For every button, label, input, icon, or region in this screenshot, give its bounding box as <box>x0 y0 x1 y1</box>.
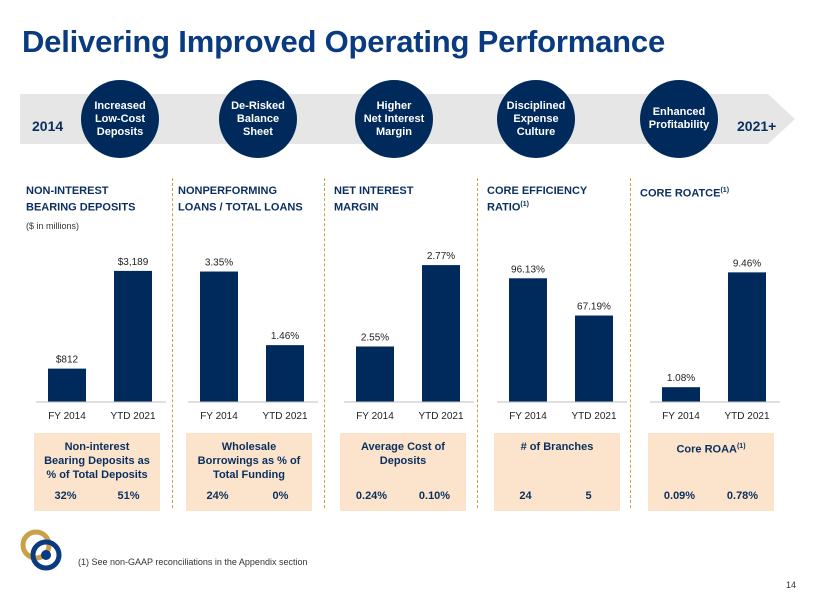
theme-circle-expense: Disciplined Expense Culture <box>497 80 575 158</box>
info-value-2014: 0.24% <box>355 490 388 502</box>
bar-fy-2014 <box>200 271 238 402</box>
timeline-end-year: 2021+ <box>737 118 777 134</box>
bar-fy-2014 <box>509 278 547 402</box>
x-tick-label: FY 2014 <box>200 411 238 420</box>
timeline-start-year: 2014 <box>32 118 64 134</box>
x-tick-label: FY 2014 <box>509 411 547 420</box>
kpi-title: CORE EFFICIENCY RATIO(1) <box>487 185 588 214</box>
bar-ytd-2021 <box>575 315 613 402</box>
info-value-2014: 0.09% <box>663 490 696 502</box>
bar-ytd-2021 <box>266 345 304 402</box>
kpi-title: NET INTEREST MARGIN <box>334 185 414 214</box>
company-logo-icon <box>20 529 62 571</box>
info-value-2021: 51% <box>117 490 140 502</box>
info-label: Core ROAA(1) <box>676 443 746 456</box>
info-value-2021: 0% <box>272 490 289 502</box>
x-tick-label: YTD 2021 <box>262 411 307 420</box>
data-label: 96.13% <box>511 264 545 275</box>
panel-divider <box>477 178 478 508</box>
bar-ytd-2021 <box>114 270 152 402</box>
info-box-deposit-mix: Non-interest Bearing Deposits as% of Tota… <box>34 433 160 511</box>
panel-roatce: CORE ROATCE(1) 1.08% FY 2014 9.46% YTD 2021 <box>640 180 790 520</box>
footnote: (1) See non-GAAP reconciliations in the … <box>78 557 308 567</box>
page-title: Delivering Improved Operating Performanc… <box>22 24 665 59</box>
panel-divider <box>324 178 325 508</box>
panel-nim: NET INTEREST MARGIN 2.55% FY 2014 2.77% YTD … <box>334 180 484 520</box>
panel-npl: NONPERFORMING LOANS / TOTAL LOANS 3.35% FY… <box>178 180 328 520</box>
info-label: Average Cost of Deposits <box>361 441 445 467</box>
bar-chart-efficiency: 96.13% FY 2014 67.19% YTD 2021 <box>497 264 627 420</box>
x-tick-label: YTD 2021 <box>571 411 616 420</box>
bar-fy-2014 <box>356 346 394 402</box>
info-value-2021: 5 <box>585 490 592 502</box>
x-tick-label: YTD 2021 <box>724 411 769 420</box>
kpi-subtitle: ($ in millions) <box>26 221 80 231</box>
data-label: 67.19% <box>577 302 611 313</box>
data-label: 3.35% <box>205 258 233 269</box>
x-tick-label: YTD 2021 <box>418 411 463 420</box>
info-box-roaa: Core ROAA(1) 0.09% 0.78% <box>648 433 774 511</box>
info-value-2014: 32% <box>54 490 77 502</box>
info-label: # of Branches <box>520 441 594 453</box>
info-value-2014: 24 <box>519 490 532 502</box>
theme-circle-balance-sheet: De-Risked Balance Sheet <box>219 80 297 158</box>
kpi-title: NONPERFORMING LOANS / TOTAL LOANS <box>178 185 303 214</box>
data-label: 2.77% <box>427 251 455 262</box>
x-tick-label: FY 2014 <box>662 411 700 420</box>
info-value-2021: 0.10% <box>418 490 451 502</box>
data-label: 9.46% <box>733 258 761 269</box>
bar-fy-2014 <box>48 368 86 402</box>
kpi-title: CORE ROATCE(1) <box>640 187 730 200</box>
panel-deposits: NON-INTEREST BEARING DEPOSITS ($ in milli… <box>26 180 176 520</box>
info-label: Wholesale Borrowings as % of Total Funding <box>197 441 301 481</box>
data-label: 2.55% <box>361 333 389 344</box>
info-value-2014: 24% <box>206 490 229 502</box>
x-tick-label: FY 2014 <box>48 411 86 420</box>
data-label: 1.46% <box>271 331 299 342</box>
panel-divider <box>172 178 173 508</box>
data-label: $812 <box>56 355 79 366</box>
kpi-title: NON-INTEREST BEARING DEPOSITS <box>26 185 136 214</box>
info-box-cost-of-deposits: Average Cost of Deposits 0.24% 0.10% <box>340 433 466 511</box>
page-number: 14 <box>786 580 797 590</box>
theme-circle-profitability: Enhanced Profitability <box>640 80 718 158</box>
data-label: 1.08% <box>667 373 695 384</box>
bar-ytd-2021 <box>728 272 766 402</box>
bar-chart-npl: 3.35% FY 2014 1.46% YTD 2021 <box>188 258 318 420</box>
theme-circle-margin: Higher Net Interest Margin <box>355 80 433 158</box>
bar-chart-roatce: 1.08% FY 2014 9.46% YTD 2021 <box>650 258 780 420</box>
panel-divider <box>630 178 631 508</box>
bar-chart-nim: 2.55% FY 2014 2.77% YTD 2021 <box>344 251 474 420</box>
info-value-2021: 0.78% <box>726 490 759 502</box>
x-tick-label: YTD 2021 <box>110 411 155 420</box>
bar-ytd-2021 <box>422 265 460 402</box>
bar-chart-deposits: $812 FY 2014 $3,189 YTD 2021 <box>36 257 166 420</box>
theme-circle-deposits: Increased Low-Cost Deposits <box>81 80 159 158</box>
x-tick-label: FY 2014 <box>356 411 394 420</box>
info-label: Non-interest Bearing Deposits as% of Tota… <box>44 441 150 481</box>
data-label: $3,189 <box>118 257 149 268</box>
panel-efficiency: CORE EFFICIENCY RATIO(1) 96.13% FY 2014 67.… <box>487 180 637 520</box>
info-box-wholesale: Wholesale Borrowings as % of Total Funding… <box>186 433 312 511</box>
bar-fy-2014 <box>662 387 700 402</box>
info-box-branches: # of Branches 24 5 <box>494 433 620 511</box>
